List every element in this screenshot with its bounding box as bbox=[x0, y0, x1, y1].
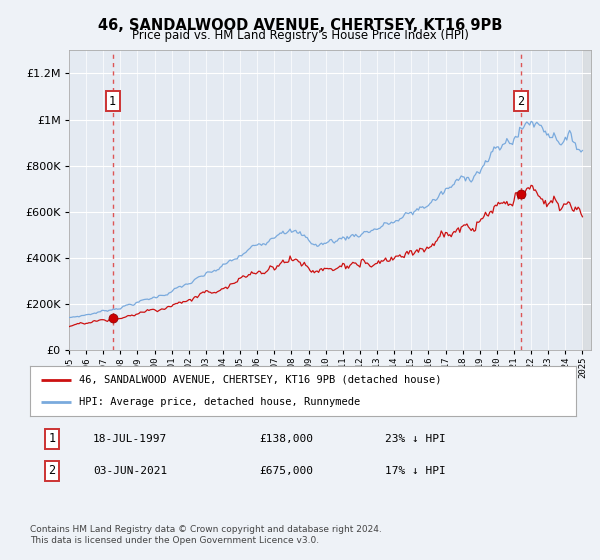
Text: 46, SANDALWOOD AVENUE, CHERTSEY, KT16 9PB (detached house): 46, SANDALWOOD AVENUE, CHERTSEY, KT16 9P… bbox=[79, 375, 442, 385]
Text: £138,000: £138,000 bbox=[259, 434, 313, 444]
Text: 1: 1 bbox=[48, 432, 55, 445]
Text: 2: 2 bbox=[518, 95, 525, 108]
Text: Contains HM Land Registry data © Crown copyright and database right 2024.
This d: Contains HM Land Registry data © Crown c… bbox=[30, 525, 382, 545]
Text: £675,000: £675,000 bbox=[259, 466, 313, 476]
Text: 17% ↓ HPI: 17% ↓ HPI bbox=[385, 466, 446, 476]
Text: 03-JUN-2021: 03-JUN-2021 bbox=[93, 466, 167, 476]
Text: 23% ↓ HPI: 23% ↓ HPI bbox=[385, 434, 446, 444]
Text: 2: 2 bbox=[48, 464, 55, 477]
Text: 18-JUL-1997: 18-JUL-1997 bbox=[93, 434, 167, 444]
Text: HPI: Average price, detached house, Runnymede: HPI: Average price, detached house, Runn… bbox=[79, 397, 361, 407]
Text: 1: 1 bbox=[109, 95, 116, 108]
Text: Price paid vs. HM Land Registry's House Price Index (HPI): Price paid vs. HM Land Registry's House … bbox=[131, 29, 469, 42]
Text: 46, SANDALWOOD AVENUE, CHERTSEY, KT16 9PB: 46, SANDALWOOD AVENUE, CHERTSEY, KT16 9P… bbox=[98, 18, 502, 33]
